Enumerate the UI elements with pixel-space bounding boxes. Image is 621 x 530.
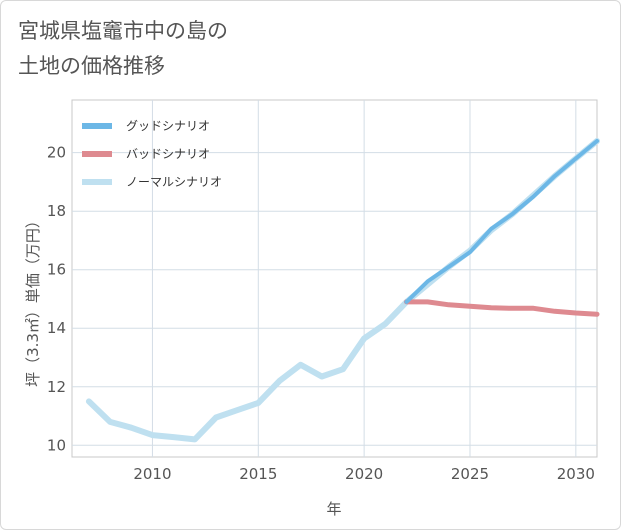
y-tick-label: 16 (47, 261, 66, 279)
legend-label[interactable]: ノーマルシナリオ (126, 175, 222, 189)
chart-title: 宮城県塩竈市中の島の 土地の価格推移 (18, 14, 348, 84)
x-tick-label: 2015 (239, 465, 277, 483)
series-line-good (404, 139, 599, 304)
legend-label[interactable]: グッドシナリオ (126, 119, 210, 133)
tick-labels: 2010 2015 2020 2025 2030 10 12 14 16 18 20 (47, 144, 595, 483)
y-tick-label: 14 (47, 319, 66, 337)
legend-label[interactable]: バッドシナリオ (126, 147, 210, 161)
y-axis-title: 坪（3.3㎡）単価（万円） (24, 213, 42, 387)
x-tick-label: 2025 (451, 465, 489, 483)
x-axis-title: 年 (326, 500, 341, 518)
series-group (85, 138, 600, 443)
y-tick-label: 10 (47, 436, 66, 454)
x-tick-label: 2010 (133, 465, 171, 483)
y-tick-label: 20 (47, 144, 66, 162)
series-line-bad (404, 299, 600, 317)
chart-title-line-2: 土地の価格推移 (18, 54, 165, 78)
chart-title-line-1: 宮城県塩竈市中の島の (18, 19, 228, 43)
y-tick-label: 12 (47, 378, 66, 396)
grid (72, 100, 597, 457)
x-tick-label: 2030 (557, 465, 595, 483)
plot-area (71, 99, 598, 458)
x-tick-label: 2020 (345, 465, 383, 483)
y-tick-label: 18 (47, 202, 66, 220)
